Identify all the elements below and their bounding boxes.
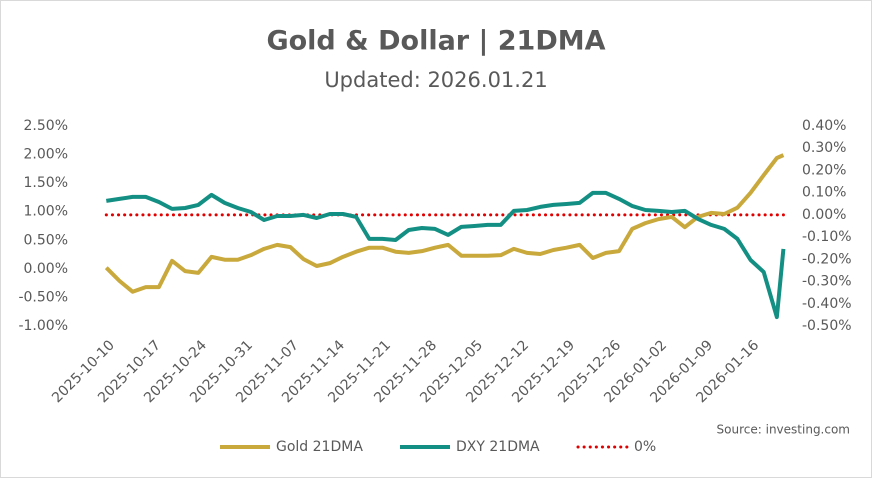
series-line (105, 190, 786, 320)
y-tick-label: 1.50% (24, 175, 68, 191)
y-tick-label: 0.50% (24, 232, 68, 248)
y2-tick-label: 0.00% (802, 207, 846, 223)
y2-tick-label: 0.10% (802, 185, 846, 201)
legend-label: 0% (634, 439, 656, 455)
series-line (104, 153, 785, 294)
y2-tick-label: -0.50% (802, 318, 852, 334)
chart-subtitle: Updated: 2026.01.21 (324, 68, 547, 92)
y-tick-label: -0.50% (18, 289, 68, 305)
y2-tick-label: 0.40% (802, 118, 846, 134)
legend-label: Gold 21DMA (276, 439, 363, 455)
y2-tick-label: -0.30% (802, 274, 852, 290)
y-tick-label: 1.00% (24, 204, 68, 220)
y-tick-label: 2.50% (24, 118, 68, 134)
chart-title: Gold & Dollar | 21DMA (266, 26, 605, 57)
y2-tick-label: -0.20% (802, 251, 852, 267)
y2-tick-label: 0.30% (802, 140, 846, 156)
y2-tick-label: 0.20% (802, 162, 846, 178)
y2-tick-label: -0.10% (802, 229, 852, 245)
source-note: Source: investing.com (717, 423, 850, 437)
y-tick-label: -1.00% (18, 318, 68, 334)
y-tick-label: 2.00% (24, 147, 68, 163)
y2-tick-label: -0.40% (802, 296, 852, 312)
y-tick-label: 0.00% (24, 261, 68, 277)
legend-label: DXY 21DMA (456, 439, 540, 455)
